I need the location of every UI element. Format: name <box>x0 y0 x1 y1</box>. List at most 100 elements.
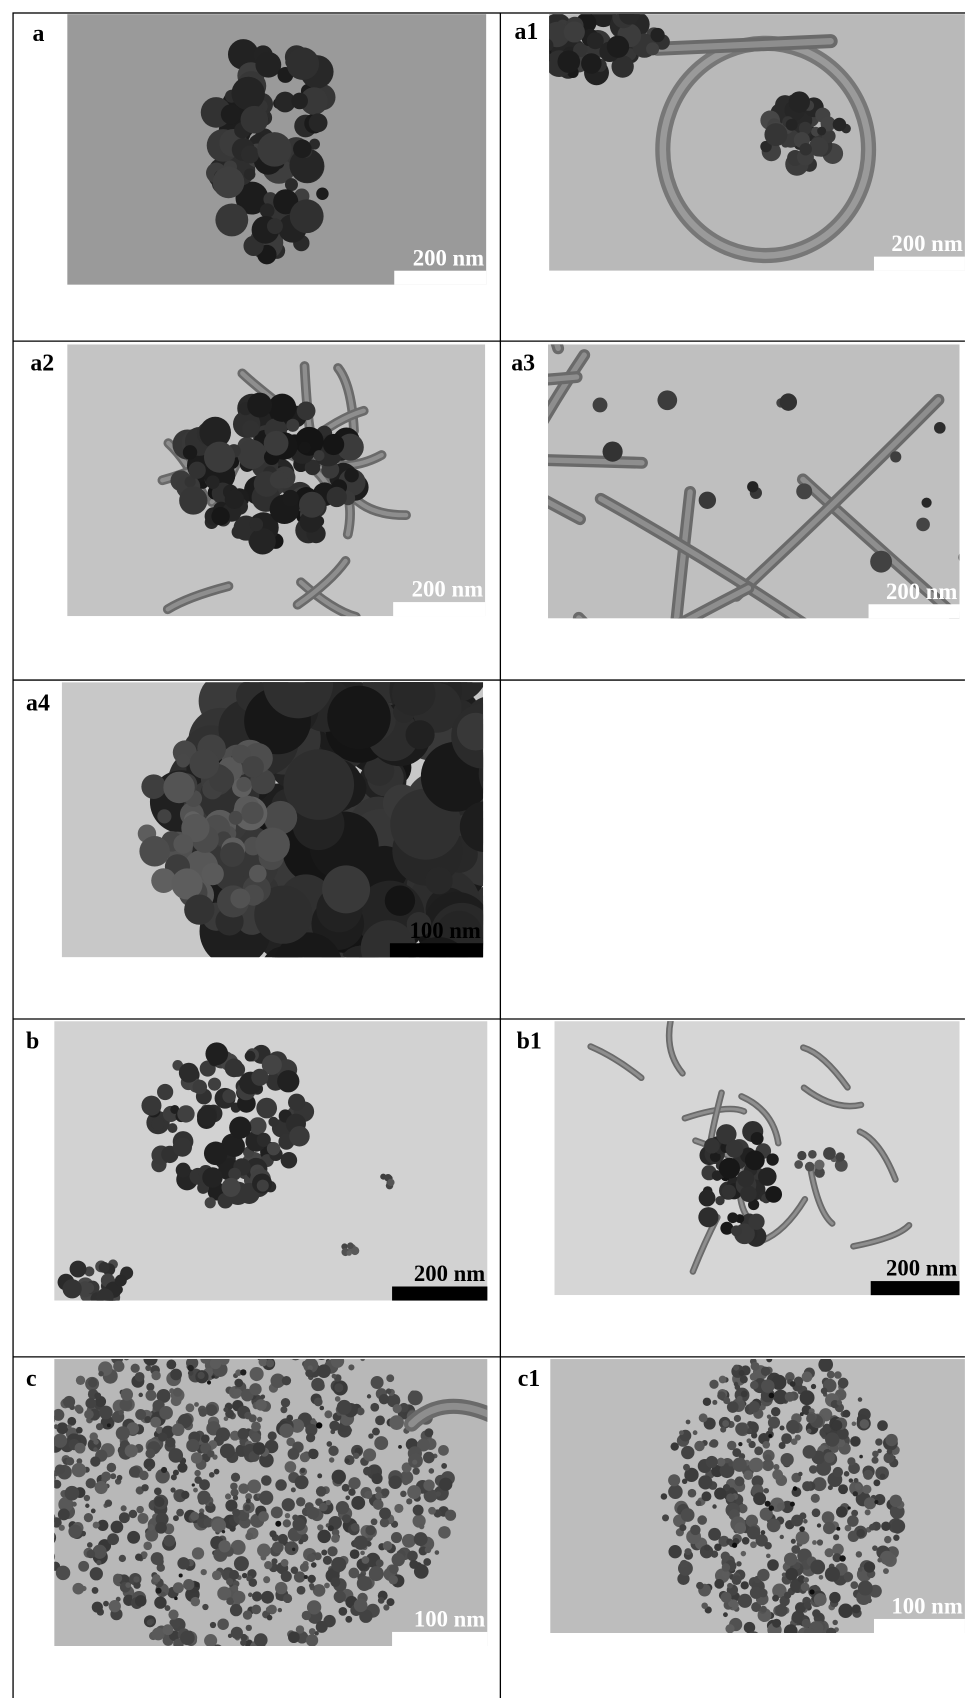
particle <box>737 1170 754 1187</box>
particle <box>750 1541 757 1548</box>
particle <box>869 1524 876 1531</box>
particle <box>727 1583 733 1589</box>
particle <box>244 1412 252 1420</box>
particle <box>267 1615 273 1621</box>
particle <box>373 1499 384 1510</box>
particle <box>147 1467 152 1472</box>
particle <box>725 1624 734 1633</box>
particle <box>863 1470 873 1480</box>
particle <box>321 1550 327 1556</box>
particle <box>784 1553 797 1566</box>
particle <box>706 1456 718 1468</box>
particle <box>194 1470 200 1476</box>
particle <box>317 1530 330 1543</box>
particle <box>762 1441 770 1449</box>
particle <box>342 1514 351 1523</box>
particle <box>777 1503 785 1511</box>
particle <box>593 398 608 413</box>
particle <box>723 1397 730 1404</box>
particle <box>758 1167 777 1186</box>
particle <box>52 1480 61 1489</box>
particle <box>254 1633 268 1647</box>
particle <box>780 393 797 410</box>
particle <box>115 1275 127 1287</box>
particle <box>699 1413 708 1422</box>
particle <box>850 1436 861 1447</box>
particle <box>56 1566 70 1580</box>
particle <box>300 1563 309 1572</box>
particle <box>714 1543 722 1551</box>
particle <box>138 1393 143 1398</box>
particle <box>786 1420 799 1433</box>
particle <box>661 1493 668 1500</box>
particle <box>179 1063 199 1083</box>
particle <box>268 1431 277 1440</box>
particle <box>808 1150 817 1159</box>
particle <box>323 1556 332 1565</box>
particle <box>768 1434 772 1438</box>
particle <box>119 1555 126 1562</box>
particle <box>58 1508 70 1520</box>
particle <box>242 756 264 778</box>
particle <box>761 1530 766 1535</box>
particle <box>402 1534 416 1548</box>
particle <box>337 643 363 669</box>
particle <box>877 1420 888 1431</box>
particle <box>317 1473 322 1478</box>
particle <box>222 1089 236 1103</box>
particle <box>731 1225 742 1236</box>
particle <box>712 1400 717 1405</box>
particle <box>799 1526 805 1532</box>
particle <box>17 1469 30 1482</box>
particle <box>187 1365 193 1371</box>
particle <box>40 1455 48 1463</box>
particle <box>317 1524 323 1530</box>
particle <box>779 1425 784 1430</box>
particle <box>241 106 269 134</box>
particle <box>158 1432 167 1441</box>
particle <box>423 1480 434 1491</box>
particle <box>374 1436 388 1450</box>
particle <box>246 1625 252 1631</box>
particle <box>710 1439 719 1448</box>
particle <box>375 1415 385 1425</box>
particle <box>690 1525 700 1535</box>
particle <box>880 1474 886 1480</box>
particle <box>251 1605 261 1615</box>
tem-panel: 200 nmb1 <box>517 1015 960 1295</box>
particle <box>315 965 347 997</box>
particle <box>96 1288 114 1306</box>
particle <box>727 1212 738 1223</box>
particle <box>508 702 530 724</box>
particle <box>251 1433 261 1443</box>
particle <box>268 394 296 422</box>
particle <box>271 1558 277 1564</box>
particle <box>233 1388 242 1397</box>
particle <box>127 1531 140 1544</box>
particle <box>743 1470 753 1480</box>
particle <box>698 1207 718 1227</box>
particle <box>797 1635 811 1649</box>
particle <box>307 1553 316 1562</box>
particle <box>269 1530 276 1537</box>
particle <box>838 1484 848 1494</box>
particle <box>893 1535 899 1541</box>
particle <box>205 1350 211 1356</box>
particle <box>221 1178 240 1197</box>
particle <box>767 1414 771 1418</box>
particle <box>838 1604 853 1619</box>
particle <box>267 218 283 234</box>
particle <box>823 1147 836 1160</box>
particle <box>842 1410 850 1418</box>
particle <box>220 1443 235 1458</box>
particle <box>386 1388 392 1394</box>
particle <box>224 1416 229 1421</box>
particle <box>704 1138 720 1154</box>
particle <box>41 1469 55 1483</box>
particle <box>238 1334 253 1349</box>
particle <box>518 732 553 767</box>
particle <box>76 1427 83 1434</box>
particle <box>317 1364 331 1378</box>
particle <box>332 1374 337 1379</box>
particle <box>747 1526 760 1539</box>
